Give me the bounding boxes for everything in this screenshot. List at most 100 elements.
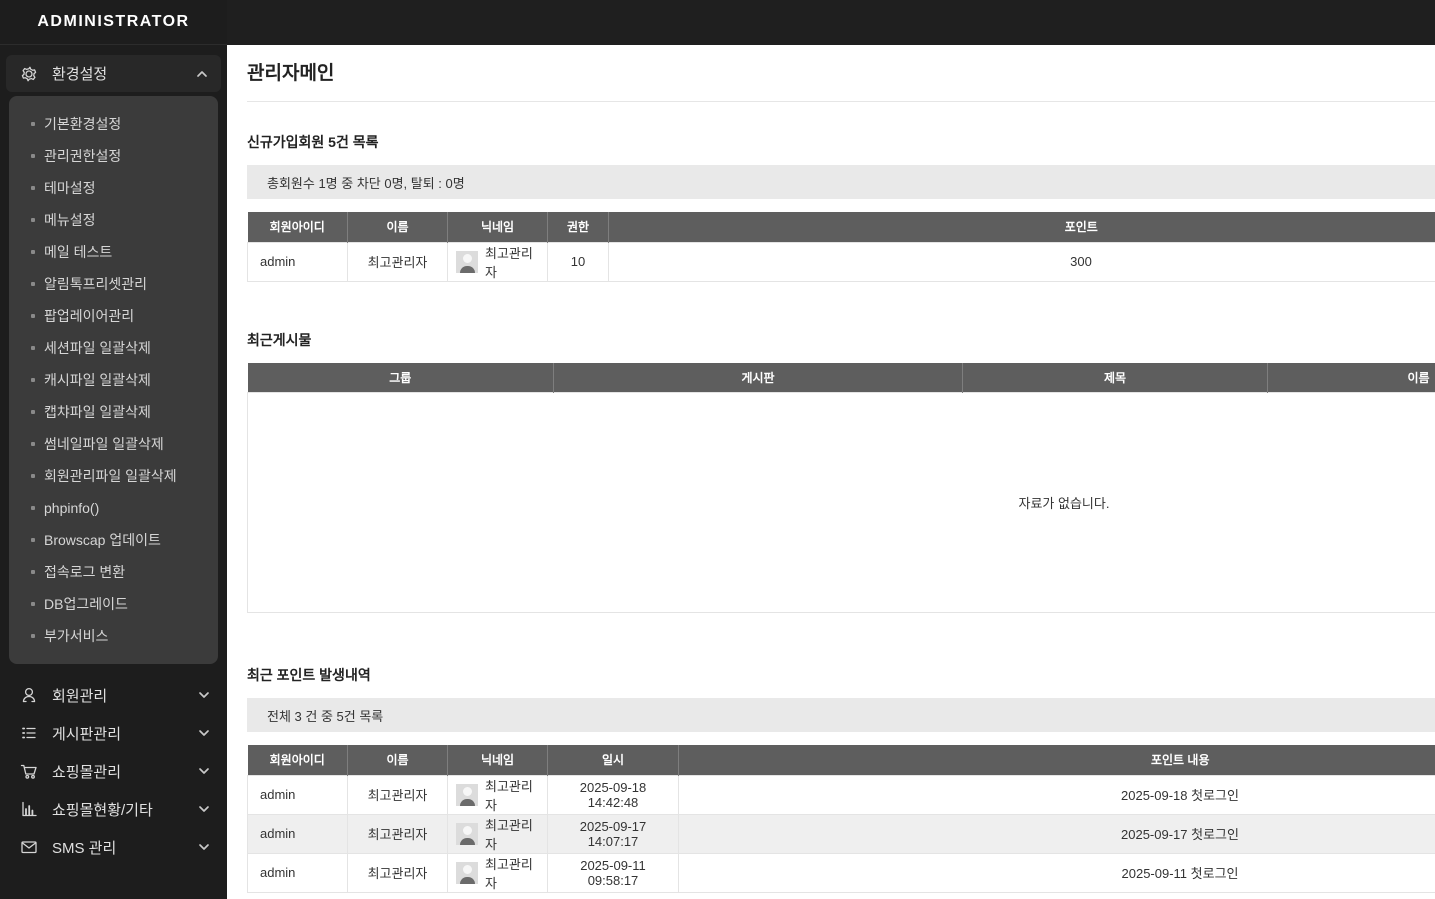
col-point-content: 포인트 내용 xyxy=(678,745,1435,775)
cell-name: 최고관리자 xyxy=(347,813,448,854)
submenu-label: 회원관리파일 일괄삭제 xyxy=(44,468,177,484)
bullet-dot xyxy=(31,506,35,510)
member-summary-bar: 총회원수 1명 중 차단 0명, 탈퇴 : 0명 xyxy=(247,165,1435,199)
recent-points-table: 회원아이디 이름 닉네임 일시 포인트 내용 admin 최고관리자 xyxy=(247,745,1435,893)
sidebar-menu-config[interactable]: 환경설정 xyxy=(6,55,221,92)
cell-member-id: admin xyxy=(247,241,348,282)
submenu-label: 캐시파일 일괄삭제 xyxy=(44,372,151,388)
submenu-item-captcha-delete[interactable]: 캡챠파일 일괄삭제 xyxy=(9,396,218,428)
bullet-dot xyxy=(31,538,35,542)
recent-posts-table: 그룹 게시판 제목 이름 자료가 없습니다. xyxy=(247,362,1435,613)
nickname-text: 최고관리자 xyxy=(485,817,533,852)
nickname-text: 최고관리자 xyxy=(485,778,533,813)
submenu-item-menu-config[interactable]: 메뉴설정 xyxy=(9,204,218,236)
col-subject: 제목 xyxy=(962,362,1268,393)
col-point: 포인트 xyxy=(608,212,1435,242)
submenu-item-extra-services[interactable]: 부가서비스 xyxy=(9,620,218,652)
submenu-label: 부가서비스 xyxy=(44,628,109,644)
sidebar-menu-members[interactable]: 회원관리 xyxy=(0,676,227,714)
submenu-label: 관리권한설정 xyxy=(44,148,122,164)
cell-nickname: 최고관리자 xyxy=(447,241,548,282)
chevron-down-icon xyxy=(195,724,213,742)
submenu-label: 캡챠파일 일괄삭제 xyxy=(44,404,151,420)
submenu-label: 메일 테스트 xyxy=(44,244,113,260)
cell-nickname: 최고관리자 xyxy=(447,813,548,854)
submenu-item-basic-config[interactable]: 기본환경설정 xyxy=(9,108,218,140)
col-board: 게시판 xyxy=(553,362,963,393)
chevron-down-icon xyxy=(195,762,213,780)
bullet-dot xyxy=(31,186,35,190)
sidebar-menu-boards[interactable]: 게시판관리 xyxy=(0,714,227,752)
list-icon xyxy=(18,723,40,743)
bullet-dot xyxy=(31,570,35,574)
chevron-up-icon xyxy=(193,65,211,83)
submenu-label: 팝업레이어관리 xyxy=(44,308,135,324)
table-row: admin 최고관리자 최고관리자 2025-09-18 14:42:48 20… xyxy=(247,774,1435,815)
points-summary-bar: 전체 3 건 중 5건 목록 xyxy=(247,698,1435,732)
submenu-item-accesslog-convert[interactable]: 접속로그 변환 xyxy=(9,556,218,588)
top-bar xyxy=(227,0,1435,45)
submenu-item-phpinfo[interactable]: phpinfo() xyxy=(9,492,218,524)
bullet-dot xyxy=(31,346,35,350)
submenu-item-thumbnail-delete[interactable]: 썸네일파일 일괄삭제 xyxy=(9,428,218,460)
new-members-table: 회원아이디 이름 닉네임 권한 포인트 admin 최고관리자 xyxy=(247,212,1435,282)
bullet-dot xyxy=(31,442,35,446)
bullet-dot xyxy=(31,314,35,318)
col-name: 이름 xyxy=(347,745,448,775)
submenu-item-db-upgrade[interactable]: DB업그레이드 xyxy=(9,588,218,620)
cell-name: 최고관리자 xyxy=(347,774,448,815)
bullet-dot xyxy=(31,218,35,222)
submenu-item-admin-rights[interactable]: 관리권한설정 xyxy=(9,140,218,172)
cart-icon xyxy=(18,761,40,781)
sidebar-menu-sms-label: SMS 관리 xyxy=(52,839,117,857)
submenu-label: phpinfo() xyxy=(44,500,100,516)
submenu-item-session-delete[interactable]: 세션파일 일괄삭제 xyxy=(9,332,218,364)
submenu-item-cache-delete[interactable]: 캐시파일 일괄삭제 xyxy=(9,364,218,396)
sidebar: ADMINISTRATOR 환경설정 기본환경설정 관리권한설정 테마설정 메뉴… xyxy=(0,0,227,899)
cell-nickname: 최고관리자 xyxy=(447,852,548,893)
bullet-dot xyxy=(31,410,35,414)
submenu-label: 세션파일 일괄삭제 xyxy=(44,340,151,356)
section-title-new-members: 신규가입회원 5건 목록 xyxy=(247,134,379,150)
section-title-recent-posts: 최근게시물 xyxy=(247,331,312,348)
cell-datetime: 2025-09-11 09:58:17 xyxy=(547,852,679,893)
sidebar-menu-sms[interactable]: SMS 관리 xyxy=(0,828,227,866)
cell-point-content: 2025-09-17 첫로그인 xyxy=(678,813,1435,854)
submenu-item-alimtalk-preset[interactable]: 알림톡프리셋관리 xyxy=(9,268,218,300)
cell-name: 최고관리자 xyxy=(347,241,448,282)
cell-member-id: admin xyxy=(247,774,348,815)
cell-datetime: 2025-09-17 14:07:17 xyxy=(547,813,679,854)
submenu-item-popup-layer[interactable]: 팝업레이어관리 xyxy=(9,300,218,332)
sidebar-menu-shop-status[interactable]: 쇼핑몰현황/기타 xyxy=(0,790,227,828)
bullet-dot xyxy=(31,154,35,158)
person-icon xyxy=(18,685,40,705)
sidebar-menu-shop-status-label: 쇼핑몰현황/기타 xyxy=(52,801,153,819)
sidebar-menu-shop[interactable]: 쇼핑몰관리 xyxy=(0,752,227,790)
section-title-recent-points: 최근 포인트 발생내역 xyxy=(247,667,371,683)
submenu-item-theme[interactable]: 테마설정 xyxy=(9,172,218,204)
submenu-label: 메뉴설정 xyxy=(44,212,96,228)
submenu-item-memberfile-delete[interactable]: 회원관리파일 일괄삭제 xyxy=(9,460,218,492)
cell-point-content: 2025-09-11 첫로그인 xyxy=(678,852,1435,893)
col-nickname: 닉네임 xyxy=(447,745,548,775)
sidebar-menu-members-label: 회원관리 xyxy=(52,687,108,705)
cell-name: 최고관리자 xyxy=(347,852,448,893)
member-summary-text: 총회원수 1명 중 차단 0명, 탈퇴 : 0명 xyxy=(267,175,465,191)
submenu-label: 접속로그 변환 xyxy=(44,564,126,580)
submenu-item-browscap-update[interactable]: Browscap 업데이트 xyxy=(9,524,218,556)
table-row: admin 최고관리자 최고관리자 2025-09-17 14:07:17 20… xyxy=(247,813,1435,854)
bullet-dot xyxy=(31,378,35,382)
submenu-label: 알림톡프리셋관리 xyxy=(44,276,148,292)
nickname-text: 최고관리자 xyxy=(485,856,533,891)
submenu-label: 기본환경설정 xyxy=(44,116,122,132)
envelope-icon xyxy=(18,837,40,857)
nickname-text: 최고관리자 xyxy=(485,245,533,280)
bullet-dot xyxy=(31,282,35,286)
table-row: admin 최고관리자 최고관리자 2025-09-11 09:58:17 20… xyxy=(247,852,1435,893)
member-avatar xyxy=(456,822,478,845)
submenu-item-mail-test[interactable]: 메일 테스트 xyxy=(9,236,218,268)
sidebar-menu-config-label: 환경설정 xyxy=(52,66,108,83)
col-name: 이름 xyxy=(347,212,448,242)
col-level: 권한 xyxy=(547,212,609,242)
cell-level: 10 xyxy=(547,241,609,282)
